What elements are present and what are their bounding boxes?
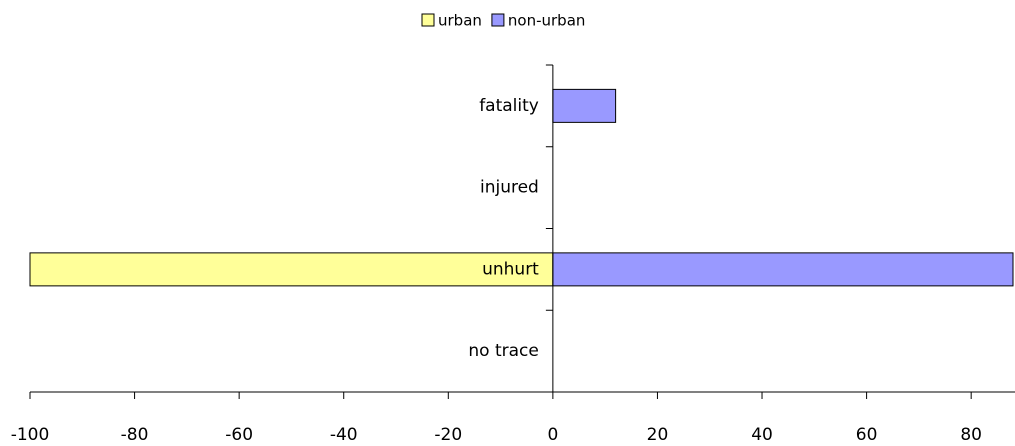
x-tick-label: -100: [11, 425, 50, 445]
legend-swatch: [421, 13, 435, 27]
legend-label: non-urban: [508, 12, 586, 30]
y-tick-label: injured: [480, 178, 539, 198]
x-tick-label: -40: [330, 425, 358, 445]
x-tick-label: -60: [225, 425, 253, 445]
x-tick-label: 0: [547, 425, 558, 445]
x-tick-label: 40: [751, 425, 773, 445]
x-tick-label: 80: [960, 425, 982, 445]
x-tick-label: -80: [121, 425, 149, 445]
x-tick-label: 60: [856, 425, 878, 445]
y-tick-label: fatality: [479, 96, 539, 116]
legend-label: urban: [438, 12, 482, 30]
y-tick-label: no trace: [468, 341, 538, 361]
bar: [552, 88, 617, 123]
bar: [552, 252, 1014, 287]
x-tick-label: 20: [647, 425, 669, 445]
legend-swatch: [491, 13, 505, 27]
x-tick-label: -20: [434, 425, 462, 445]
bar: [29, 252, 554, 287]
legend: urban non-urban: [421, 12, 586, 30]
y-tick-label: unhurt: [482, 259, 539, 279]
